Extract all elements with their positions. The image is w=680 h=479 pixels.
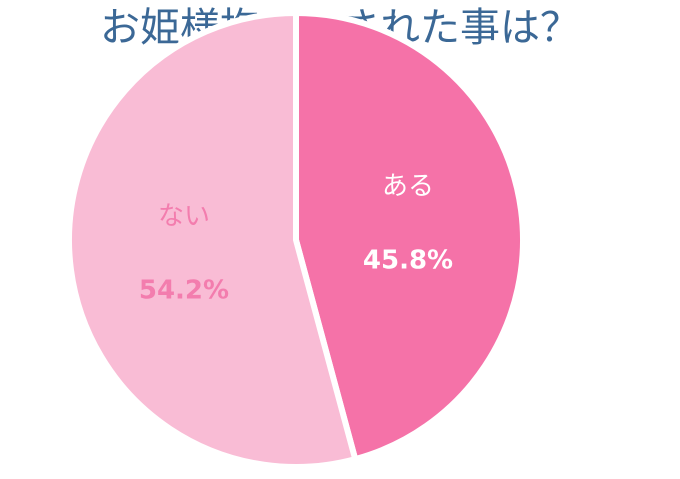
slice-category: ある (382, 172, 434, 202)
pie-slice (66, 10, 359, 470)
pie-slice (293, 10, 526, 463)
slice-value-label: 45.8% (363, 246, 453, 276)
slice-category: ない (158, 201, 210, 231)
slice-value-label: 54.2% (139, 275, 229, 305)
